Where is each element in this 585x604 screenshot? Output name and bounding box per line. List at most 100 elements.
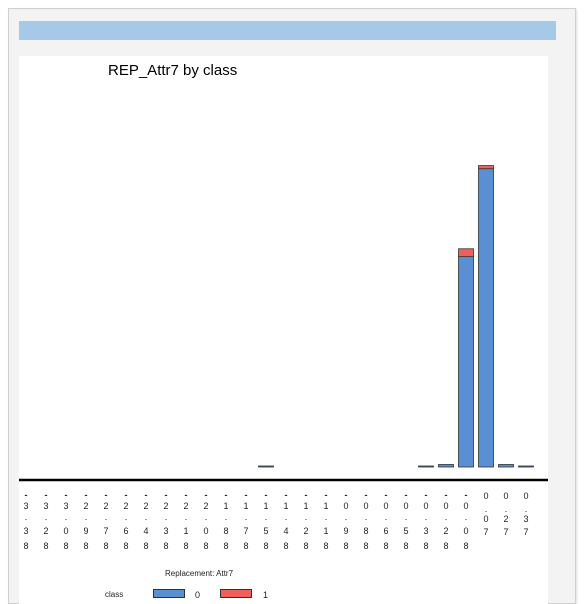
- svg-text:4: 4: [283, 526, 288, 536]
- x-tick-label--2.78: -2. 7 8: [103, 490, 108, 551]
- svg-text:.: .: [205, 512, 208, 522]
- svg-text:8: 8: [343, 541, 348, 551]
- svg-text:-: -: [465, 490, 468, 500]
- svg-text:.: .: [305, 512, 308, 522]
- x-tick-label--3.08: -3. 0 8: [63, 490, 68, 551]
- svg-text:0: 0: [523, 491, 528, 501]
- legend-swatch-class-0: [153, 589, 185, 598]
- svg-text:8: 8: [383, 541, 388, 551]
- x-tick-label--1.58: -1. 5 8: [263, 490, 268, 551]
- svg-text:8: 8: [443, 541, 448, 551]
- bar-0.07-class-0: [478, 168, 494, 468]
- svg-text:-: -: [425, 490, 428, 500]
- svg-text:0: 0: [63, 526, 68, 536]
- svg-text:9: 9: [83, 526, 88, 536]
- x-tick-label--0.28: -0. 2 8: [443, 490, 448, 551]
- svg-text:7: 7: [243, 526, 248, 536]
- svg-text:8: 8: [43, 541, 48, 551]
- svg-text:.: .: [185, 512, 188, 522]
- x-tick-label--1.48: -1. 4 8: [283, 490, 288, 551]
- svg-text:8: 8: [323, 541, 328, 551]
- x-tick-label--0.58: -0. 5 8: [403, 490, 408, 551]
- svg-text:.: .: [445, 512, 448, 522]
- svg-text:2: 2: [43, 526, 48, 536]
- svg-text:0: 0: [503, 491, 508, 501]
- svg-text:7: 7: [523, 527, 528, 537]
- svg-text:-: -: [25, 490, 28, 500]
- svg-text:.: .: [265, 512, 268, 522]
- bar--1.58-class-0: [258, 465, 274, 468]
- svg-text:-: -: [165, 490, 168, 500]
- svg-text:.: .: [425, 512, 428, 522]
- svg-text:1: 1: [303, 501, 308, 511]
- svg-text:0: 0: [403, 501, 408, 511]
- svg-text:-: -: [325, 490, 328, 500]
- svg-text:-: -: [185, 490, 188, 500]
- x-axis-title: Replacement: Attr7: [165, 569, 234, 578]
- svg-text:-: -: [85, 490, 88, 500]
- svg-text:-: -: [65, 490, 68, 500]
- svg-text:0: 0: [423, 501, 428, 511]
- svg-text:.: .: [485, 504, 488, 514]
- svg-text:8: 8: [63, 541, 68, 551]
- svg-text:-: -: [245, 490, 248, 500]
- svg-text:8: 8: [23, 541, 28, 551]
- svg-text:.: .: [105, 512, 108, 522]
- svg-text:8: 8: [83, 541, 88, 551]
- x-tick-label--2.18: -2. 1 8: [183, 490, 188, 551]
- svg-text:6: 6: [383, 526, 388, 536]
- svg-text:2: 2: [443, 526, 448, 536]
- svg-text:7: 7: [503, 527, 508, 537]
- svg-text:-: -: [105, 490, 108, 500]
- svg-text:-: -: [45, 490, 48, 500]
- svg-text:0: 0: [203, 526, 208, 536]
- x-tick-label--1.88: -1. 8 8: [223, 490, 228, 551]
- bar-0.07-class-1: [478, 165, 494, 170]
- x-tick-label--1.78: -1. 7 8: [243, 490, 248, 551]
- svg-text:2: 2: [183, 501, 188, 511]
- svg-text:1: 1: [263, 501, 268, 511]
- svg-text:8: 8: [303, 541, 308, 551]
- svg-text:2: 2: [503, 514, 508, 524]
- svg-text:.: .: [65, 512, 68, 522]
- svg-text:2: 2: [203, 501, 208, 511]
- svg-text:-: -: [225, 490, 228, 500]
- svg-text:8: 8: [243, 541, 248, 551]
- x-tick-label--0.98: -0. 9 8: [343, 490, 348, 551]
- x-tick-label--2.38: -2. 3 8: [163, 490, 168, 551]
- svg-text:7: 7: [483, 527, 488, 537]
- svg-text:8: 8: [423, 541, 428, 551]
- svg-text:.: .: [385, 512, 388, 522]
- svg-text:0: 0: [463, 526, 468, 536]
- svg-text:8: 8: [283, 541, 288, 551]
- svg-text:0: 0: [483, 491, 488, 501]
- svg-text:.: .: [145, 512, 148, 522]
- x-tick-label--2.68: -2. 6 8: [123, 490, 128, 551]
- svg-text:3: 3: [43, 501, 48, 511]
- svg-text:.: .: [365, 512, 368, 522]
- x-tick-label--0.08: -0.08: [463, 490, 468, 551]
- svg-text:.: .: [45, 512, 48, 522]
- legend-label-class-0: 0: [195, 590, 201, 600]
- svg-text:-: -: [305, 490, 308, 500]
- svg-text:2: 2: [103, 501, 108, 511]
- svg-text:5: 5: [263, 526, 268, 536]
- svg-text:4: 4: [143, 526, 148, 536]
- bar--0.28-class-0: [438, 464, 454, 468]
- svg-text:1: 1: [283, 501, 288, 511]
- svg-text:0: 0: [483, 514, 488, 524]
- bar--0.08-class-1: [458, 248, 474, 258]
- svg-text:-: -: [405, 490, 408, 500]
- x-tick-label--1.18: -1.18: [323, 490, 328, 551]
- x-tick-label--0.38: -0. 3 8: [423, 490, 428, 551]
- svg-text:3: 3: [423, 526, 428, 536]
- svg-text:.: .: [285, 512, 288, 522]
- x-tick-label-0.37: 0.37: [523, 491, 528, 537]
- svg-text:8: 8: [263, 541, 268, 551]
- svg-text:-: -: [365, 490, 368, 500]
- svg-text:-: -: [125, 490, 128, 500]
- svg-text:0: 0: [383, 501, 388, 511]
- svg-text:2: 2: [303, 526, 308, 536]
- chart-title: REP_Attr7 by class: [108, 62, 238, 79]
